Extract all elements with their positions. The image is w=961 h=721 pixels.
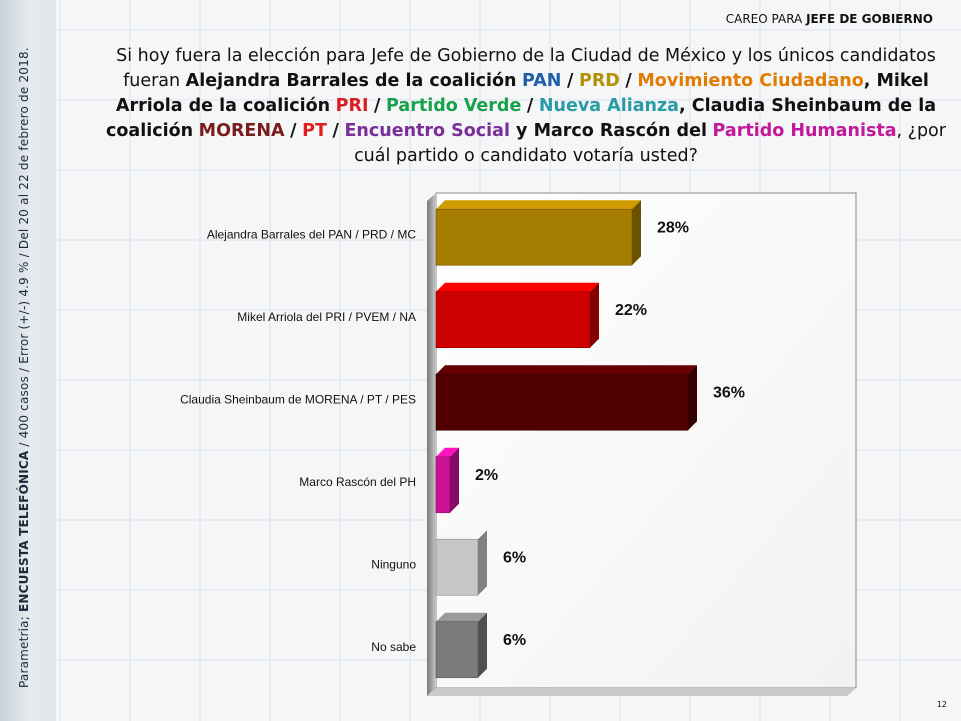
party-ph: Partido Humanista bbox=[712, 121, 897, 141]
slide-header: CAREO PARA JEFE DE GOBIERNO bbox=[725, 12, 933, 26]
bar-top-face bbox=[436, 447, 459, 457]
bar bbox=[435, 621, 479, 679]
party-pt: PT bbox=[302, 121, 327, 141]
party-mc: Movimiento Ciudadano bbox=[637, 71, 864, 91]
bar-top-face bbox=[436, 612, 487, 622]
category-label: Claudia Sheinbaum de MORENA / PT / PES bbox=[180, 392, 416, 406]
category-label: Alejandra Barrales del PAN / PRD / MC bbox=[207, 227, 417, 241]
bar bbox=[435, 373, 689, 431]
bar-end-face bbox=[478, 612, 487, 678]
bar-top-face bbox=[436, 282, 599, 292]
bar-end-face bbox=[688, 365, 697, 431]
bar bbox=[435, 538, 479, 596]
bar-top-face bbox=[436, 530, 487, 540]
value-label: 36% bbox=[713, 384, 745, 401]
category-label: Ninguno bbox=[371, 557, 416, 571]
chart-floor bbox=[427, 688, 856, 696]
value-label: 22% bbox=[615, 302, 647, 319]
bar-end-face bbox=[478, 530, 487, 596]
value-label: 6% bbox=[503, 549, 526, 566]
party-es: Encuentro Social bbox=[344, 121, 510, 141]
value-label: 6% bbox=[503, 632, 526, 649]
party-pv: Partido Verde bbox=[386, 96, 522, 116]
category-label: No sabe bbox=[371, 640, 416, 654]
value-label: 28% bbox=[657, 219, 689, 236]
sidebar-strip bbox=[0, 0, 56, 721]
party-prd: PRD bbox=[579, 71, 620, 91]
bar-top-face bbox=[436, 365, 697, 375]
value-label: 2% bbox=[475, 467, 498, 484]
bar bbox=[435, 291, 591, 349]
bar-top-face bbox=[436, 200, 641, 210]
party-na: Nueva Alianza bbox=[538, 96, 679, 116]
bar-end-face bbox=[590, 282, 599, 348]
chart-plot-wall bbox=[435, 192, 857, 689]
party-morena: MORENA bbox=[198, 121, 285, 141]
bar-end-face bbox=[450, 447, 459, 513]
bar bbox=[435, 208, 633, 266]
page-number: 12 bbox=[936, 700, 947, 709]
party-pri: PRI bbox=[335, 96, 369, 116]
bar bbox=[435, 456, 451, 514]
category-label: Mikel Arriola del PRI / PVEM / NA bbox=[237, 310, 416, 324]
party-pan: PAN bbox=[522, 71, 562, 91]
question-text: Si hoy fuera la elección para Jefe de Go… bbox=[106, 46, 946, 166]
chart-axis-side bbox=[427, 193, 436, 696]
bar-end-face bbox=[632, 200, 641, 266]
category-label: Marco Rascón del PH bbox=[299, 475, 416, 489]
